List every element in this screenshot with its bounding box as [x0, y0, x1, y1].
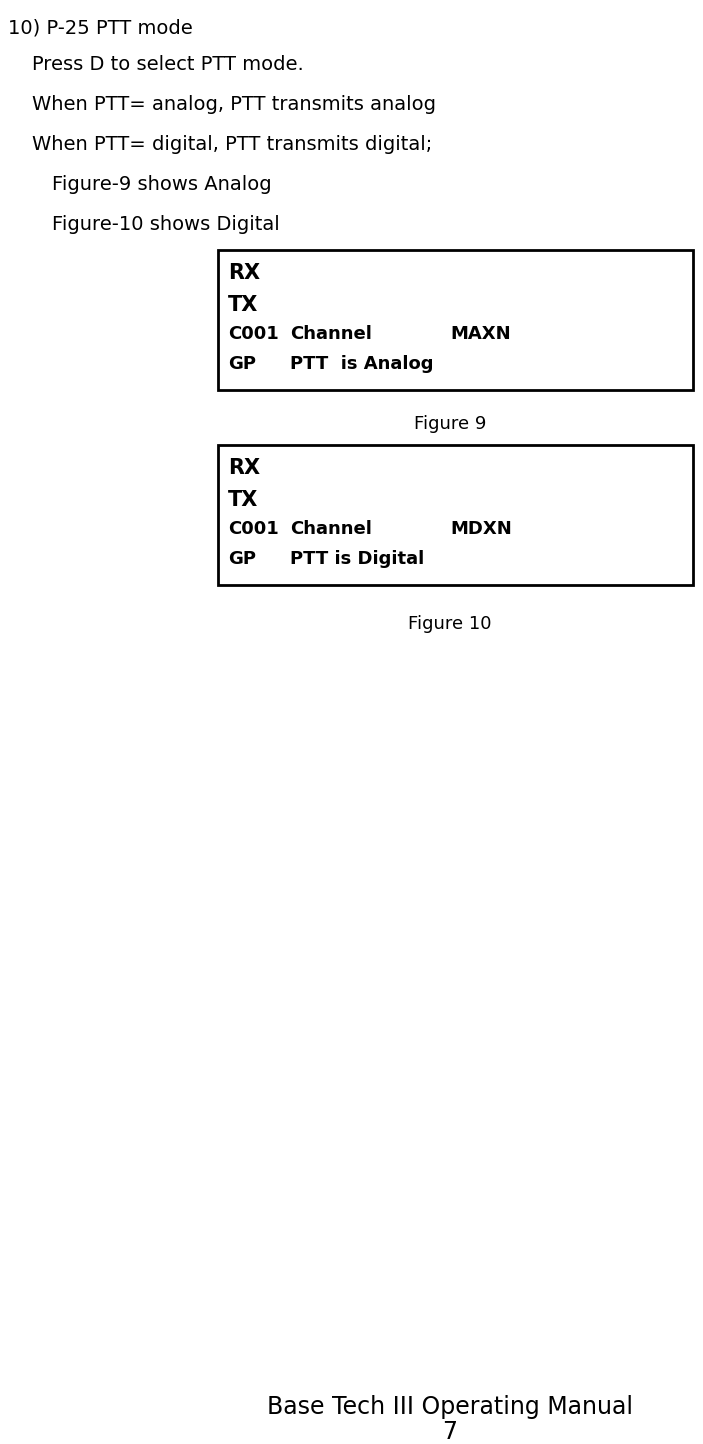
Text: 10) P-25 PTT mode: 10) P-25 PTT mode — [8, 17, 193, 38]
Text: C001: C001 — [228, 520, 279, 539]
Text: GP: GP — [228, 355, 256, 373]
Text: RX: RX — [228, 263, 260, 283]
Text: MDXN: MDXN — [450, 520, 512, 539]
Text: PTT  is Analog: PTT is Analog — [290, 355, 434, 373]
Text: Channel: Channel — [290, 520, 372, 539]
Bar — [218, 250, 693, 390]
Text: Figure-9 shows Analog: Figure-9 shows Analog — [52, 175, 271, 193]
Bar — [218, 445, 693, 585]
Text: C001: C001 — [228, 325, 279, 344]
Text: MAXN: MAXN — [450, 325, 510, 344]
Text: TX: TX — [228, 295, 259, 315]
Text: RX: RX — [228, 458, 260, 478]
Text: Figure-10 shows Digital: Figure-10 shows Digital — [52, 215, 280, 234]
Text: When PTT= analog, PTT transmits analog: When PTT= analog, PTT transmits analog — [32, 95, 436, 114]
Text: Figure 10: Figure 10 — [408, 615, 492, 632]
Text: GP: GP — [228, 550, 256, 567]
Text: Press D to select PTT mode.: Press D to select PTT mode. — [32, 55, 304, 74]
Text: Figure 9: Figure 9 — [414, 414, 486, 433]
Text: PTT is Digital: PTT is Digital — [290, 550, 424, 567]
Text: When PTT= digital, PTT transmits digital;: When PTT= digital, PTT transmits digital… — [32, 134, 432, 155]
Text: TX: TX — [228, 490, 259, 510]
Text: 7: 7 — [442, 1419, 458, 1444]
Text: Channel: Channel — [290, 325, 372, 344]
Text: Base Tech III Operating Manual: Base Tech III Operating Manual — [267, 1395, 633, 1419]
